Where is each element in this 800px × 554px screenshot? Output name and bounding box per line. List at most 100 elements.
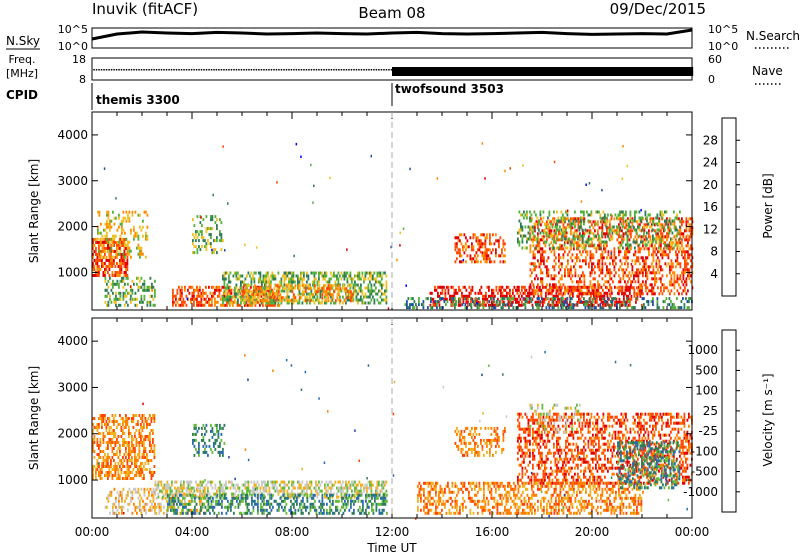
power-cell (671, 306, 674, 310)
power-cell (684, 286, 686, 290)
power-cell (685, 223, 688, 227)
nave-bar (611, 67, 613, 76)
power-cell (626, 237, 629, 241)
power-cell (321, 274, 323, 278)
power-cell (462, 285, 465, 289)
power-cell (560, 285, 562, 289)
power-cell (529, 283, 532, 287)
power-cell (122, 262, 124, 265)
power-cell (361, 301, 364, 305)
power-cell (100, 243, 102, 247)
power-cell (312, 280, 314, 284)
power-cell (583, 297, 585, 301)
power-cell (466, 254, 469, 258)
nave-bar (528, 67, 530, 76)
velocity-cell (108, 465, 111, 468)
power-cell (107, 271, 109, 274)
nave-bar (674, 67, 676, 76)
power-cell (625, 243, 627, 247)
power-cell (507, 300, 510, 304)
power-cell (567, 223, 569, 227)
power-cell (611, 234, 614, 238)
power-cell (300, 296, 303, 300)
power-cell (656, 228, 659, 232)
power-cell (291, 274, 293, 278)
power-cell (480, 245, 482, 249)
power-cell (590, 210, 593, 214)
power-cell (498, 242, 500, 246)
power-cell (192, 251, 194, 255)
power-cell (105, 247, 108, 250)
power-cell (561, 300, 564, 304)
nave-bar (603, 67, 605, 76)
power-cell (663, 229, 665, 233)
power-cell (98, 271, 100, 274)
power-cell (570, 217, 572, 221)
power-cell (561, 235, 563, 239)
power-cell (208, 300, 210, 304)
power-cell (197, 303, 200, 307)
power-cell (658, 265, 661, 269)
power-cell (529, 226, 532, 230)
power-cell (597, 283, 599, 287)
nave-bar (676, 67, 678, 76)
power-cell (201, 233, 203, 237)
power-cell (333, 274, 335, 278)
power-cell (484, 260, 487, 264)
power-cell (557, 219, 560, 223)
power-cell (281, 296, 283, 300)
velocity-cell (92, 465, 94, 468)
power-cell (318, 287, 321, 291)
power-cell (259, 292, 262, 296)
power-cell (355, 274, 358, 278)
power-cell (645, 217, 647, 221)
power-cell (178, 297, 180, 301)
power-cell (666, 274, 668, 278)
power-cell (181, 303, 183, 307)
velocity-cell (102, 414, 105, 417)
velocity-cell (129, 447, 132, 450)
power-cell (107, 222, 110, 226)
power-cell (110, 244, 112, 247)
power-cell (112, 282, 114, 286)
power-cell (538, 228, 540, 232)
power-cell (571, 286, 574, 290)
power-colorbar-label: Power [dB] (761, 173, 775, 238)
power-cell (520, 228, 522, 232)
power-cell (350, 284, 352, 288)
power-cell (193, 303, 195, 307)
velocity-cell (98, 474, 100, 477)
power-cell (196, 300, 198, 304)
power-cell (321, 296, 324, 300)
power-cell (551, 306, 554, 310)
power-cell (606, 291, 609, 295)
power-cell (140, 249, 143, 253)
power-cell (302, 284, 304, 288)
power-cell (687, 274, 689, 278)
nave-bar (571, 67, 573, 76)
power-cell (625, 259, 628, 263)
power-cell (598, 247, 601, 251)
power-cell (629, 285, 631, 289)
power-cell (343, 271, 346, 275)
power-cell (139, 246, 141, 250)
power-cell (630, 294, 633, 298)
power-cell (561, 262, 563, 266)
velocity-cell (107, 444, 109, 447)
power-cell (622, 220, 625, 224)
power-cell (690, 226, 692, 230)
power-cell (525, 288, 528, 292)
power-cell (412, 306, 414, 310)
power-cell (676, 253, 679, 257)
power-cell (172, 291, 174, 295)
power-cell (678, 250, 680, 254)
power-cell (593, 294, 595, 298)
power-cell (660, 244, 662, 248)
power-cell (270, 289, 272, 293)
power-cell (112, 291, 114, 295)
power-cell (232, 274, 235, 278)
power-cell (297, 293, 300, 297)
power-cell (274, 274, 277, 278)
power-cell (645, 262, 647, 266)
